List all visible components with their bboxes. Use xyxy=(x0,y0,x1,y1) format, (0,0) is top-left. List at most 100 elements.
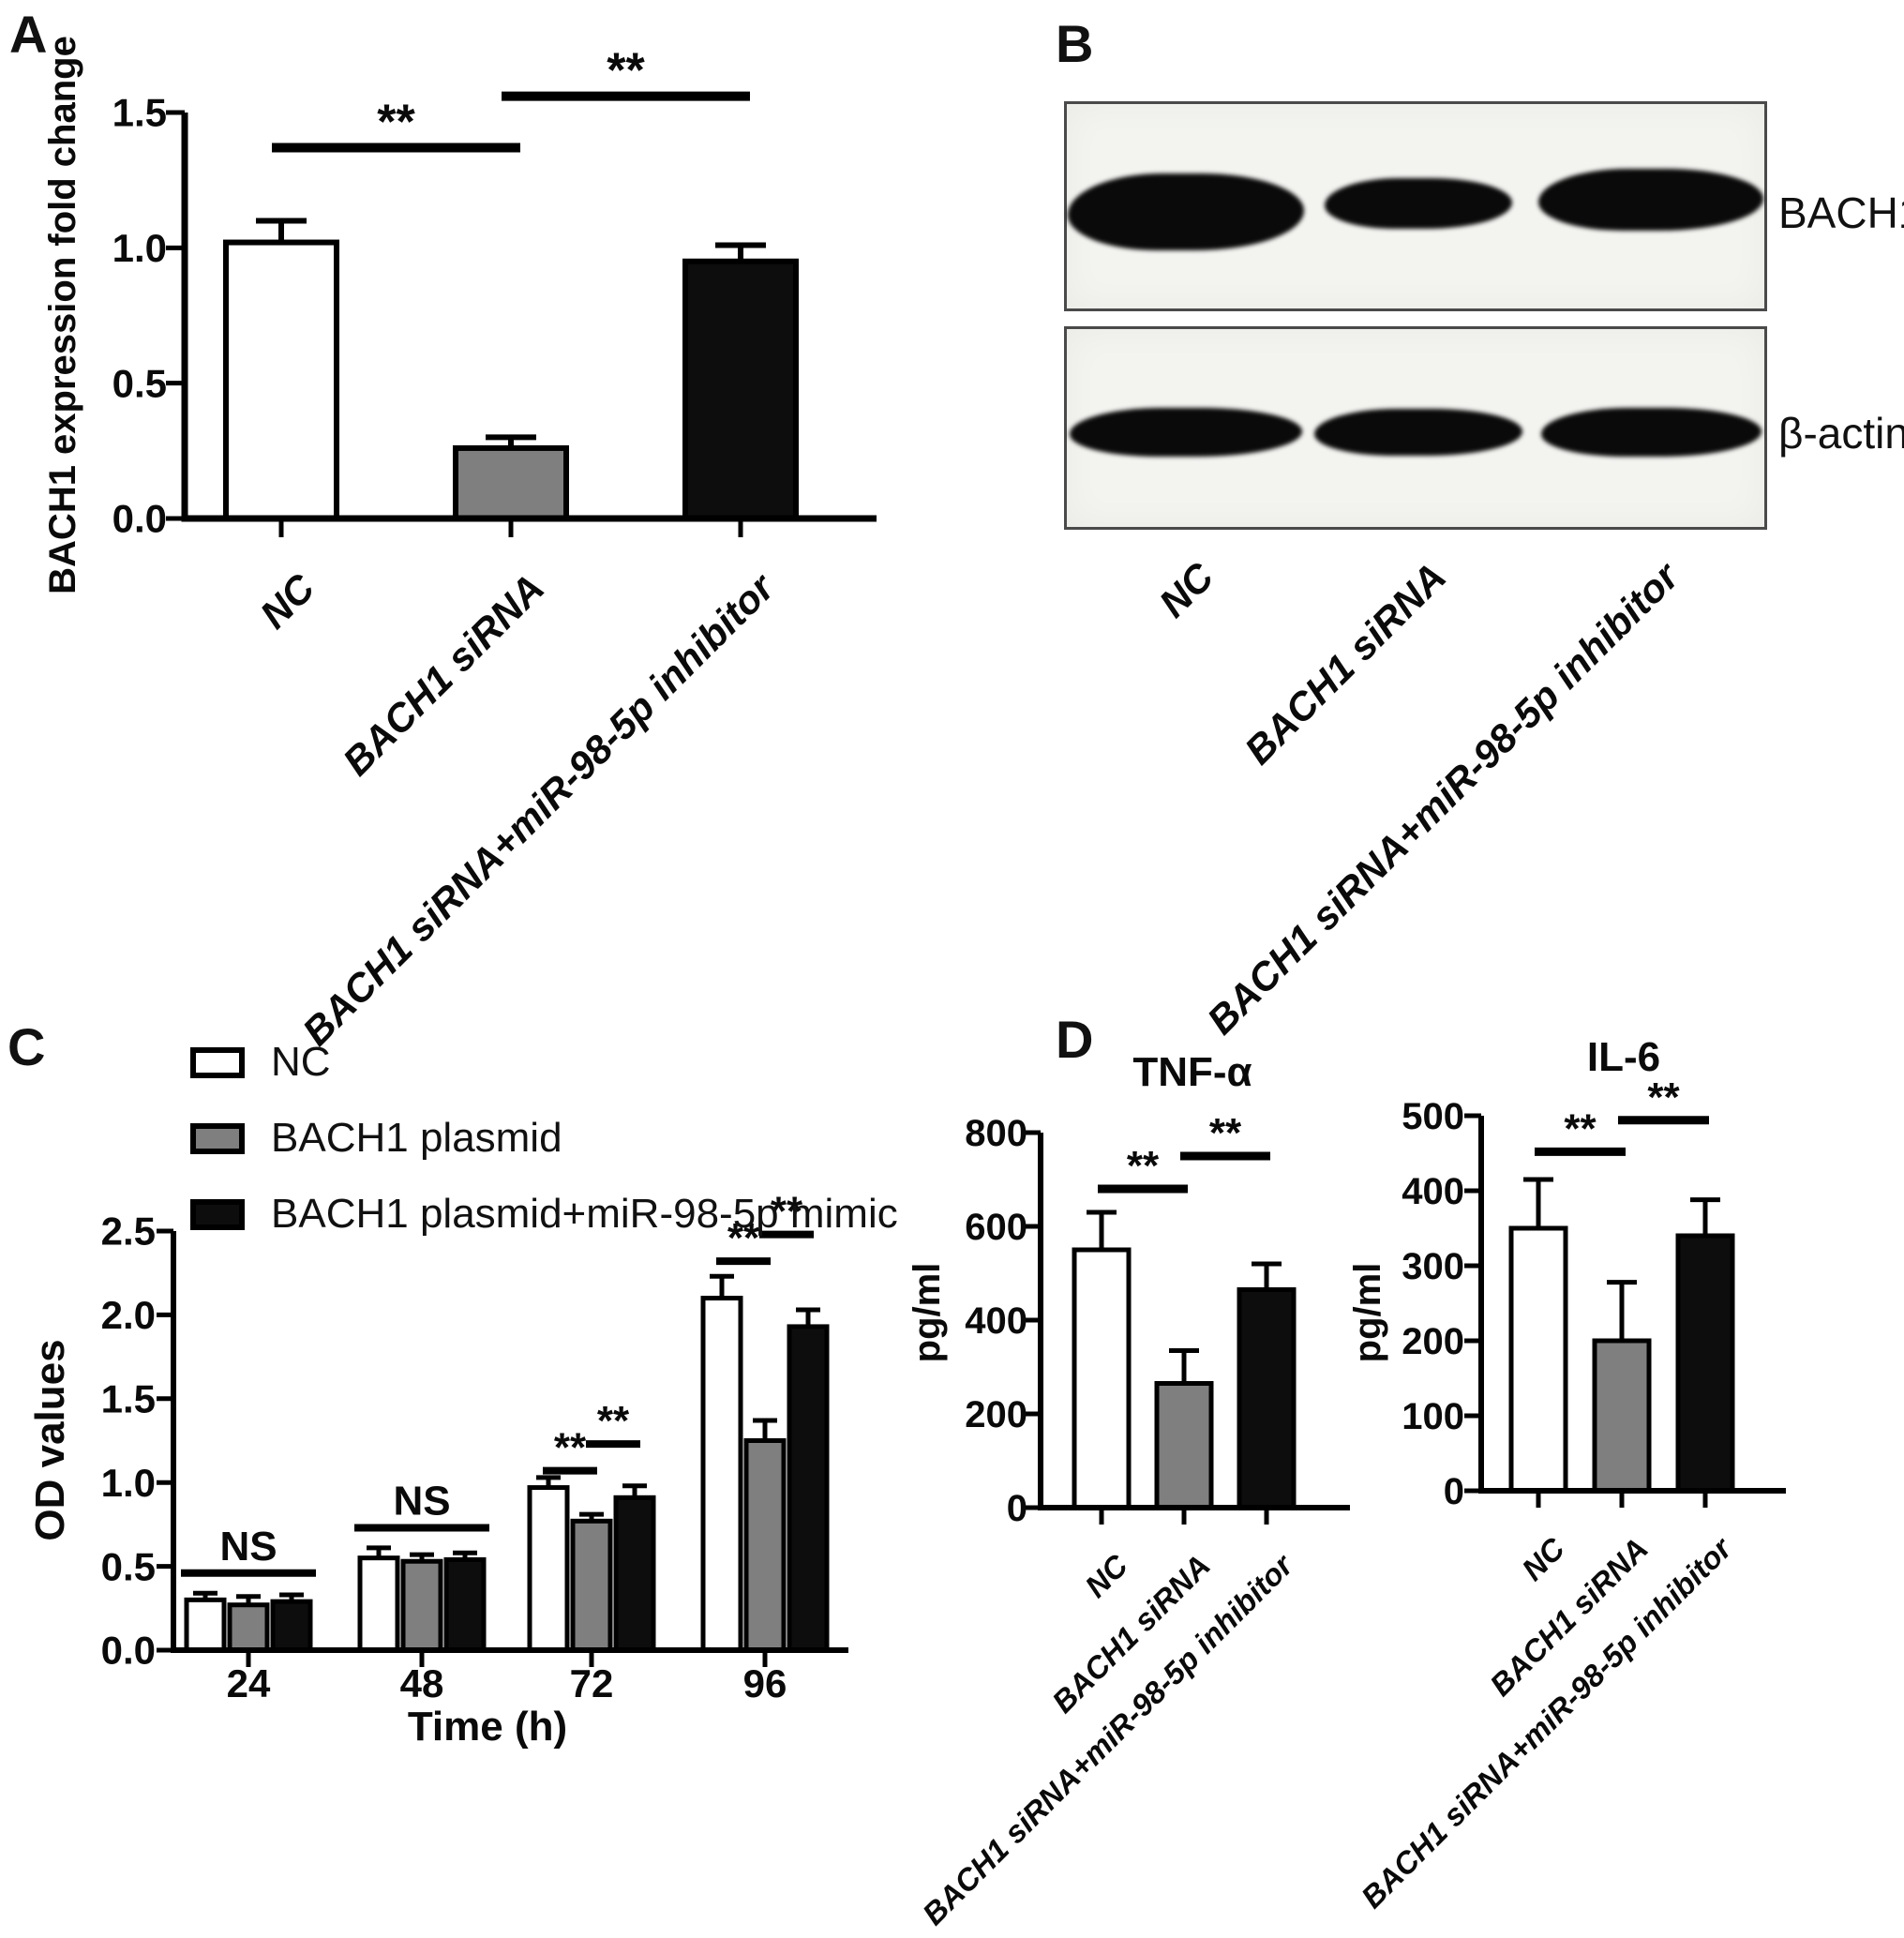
significance-label: ** xyxy=(554,1425,587,1471)
y-tick-label: 1.5 xyxy=(101,1377,156,1421)
bar xyxy=(1072,1247,1132,1510)
y-tick-label: 0.0 xyxy=(112,497,167,541)
bar xyxy=(357,1555,400,1653)
category-label: NC xyxy=(1078,1547,1135,1604)
bar xyxy=(400,1558,443,1653)
significance-label: ** xyxy=(377,96,415,150)
significance-label: ** xyxy=(597,1398,630,1444)
panel-b-label: B xyxy=(1056,14,1094,73)
significance-label: NS xyxy=(393,1478,450,1524)
bar xyxy=(270,1599,313,1653)
blot-band xyxy=(1325,178,1512,229)
legend-row: NC xyxy=(190,1039,898,1086)
legend-swatch xyxy=(190,1122,245,1154)
bar xyxy=(613,1495,656,1653)
category-label: NC xyxy=(1515,1530,1572,1587)
bar xyxy=(453,444,569,521)
y-tick-label: 200 xyxy=(965,1394,1027,1435)
bar xyxy=(1508,1225,1568,1494)
bar xyxy=(1675,1233,1735,1494)
significance-label: ** xyxy=(727,1215,760,1261)
legend-swatch xyxy=(190,1046,245,1078)
bar xyxy=(682,258,799,521)
significance-label: ** xyxy=(1209,1110,1242,1156)
bar xyxy=(743,1438,787,1653)
panel-d-label: D xyxy=(1056,1010,1094,1069)
significance-label: ** xyxy=(1127,1143,1160,1189)
blot-box-bach1 xyxy=(1064,101,1767,311)
chart-c-legend: NC BACH1 plasmid BACH1 plasmid+miR-98-5p m… xyxy=(190,1039,898,1267)
y-tick-label: 300 xyxy=(1402,1246,1464,1287)
blot-band xyxy=(1538,169,1763,231)
blot-lane-label: NC xyxy=(1150,554,1222,626)
blot-band xyxy=(1068,173,1304,250)
y-tick-label: 1.0 xyxy=(101,1461,156,1505)
y-tick-label: 0 xyxy=(1444,1471,1464,1512)
category-label: BACH1 siRNA xyxy=(334,565,552,784)
y-tick-label: 0.5 xyxy=(101,1544,156,1588)
bar xyxy=(443,1556,487,1653)
category-label: 24 xyxy=(227,1661,271,1705)
blot-band xyxy=(1540,408,1762,457)
y-tick-label: 0 xyxy=(1007,1488,1027,1529)
y-tick-label: 2.5 xyxy=(101,1209,156,1254)
legend-row: BACH1 plasmid+miR-98-5p mimic xyxy=(190,1191,898,1238)
y-tick-label: 400 xyxy=(965,1300,1027,1342)
panel-a-label: A xyxy=(9,5,48,64)
blot-box-beta-actin xyxy=(1064,326,1767,530)
y-axis-title: pg/ml xyxy=(907,1263,948,1363)
y-tick-label: 2.0 xyxy=(101,1293,156,1337)
chart-title: TNF-α xyxy=(1132,1049,1252,1095)
legend-row: BACH1 plasmid xyxy=(190,1115,898,1162)
y-axis-title: OD values xyxy=(27,1339,73,1540)
bar xyxy=(700,1296,743,1653)
bar xyxy=(184,1597,227,1653)
bar xyxy=(1154,1381,1214,1510)
chart-title: IL-6 xyxy=(1587,1034,1660,1080)
category-label: 48 xyxy=(400,1661,444,1705)
significance-label: ** xyxy=(1564,1105,1597,1151)
y-axis-title: BACH1 expression fold change xyxy=(42,36,83,594)
blot-protein-label-bach1: BACH1 xyxy=(1778,188,1904,237)
category-label: BACH1 siRNA+miR-98-5p inhibitor xyxy=(916,1546,1301,1931)
x-axis-title: Time (h) xyxy=(408,1704,567,1750)
significance-label: NS xyxy=(219,1524,277,1570)
y-tick-label: 400 xyxy=(1402,1171,1464,1212)
bar xyxy=(527,1485,570,1653)
panel-c-label: C xyxy=(7,1017,46,1076)
category-label: 96 xyxy=(743,1661,787,1705)
y-tick-label: 0.0 xyxy=(101,1629,156,1673)
y-tick-label: 600 xyxy=(965,1207,1027,1248)
bar xyxy=(787,1324,830,1653)
category-label: NC xyxy=(251,565,323,638)
significance-label: ** xyxy=(1647,1074,1680,1120)
legend-label: BACH1 plasmid+miR-98-5p mimic xyxy=(271,1191,898,1237)
blot-band xyxy=(1070,408,1302,457)
legend-swatch xyxy=(190,1198,245,1230)
blot-lane-label: BACH1 siRNA+miR-98-5p inhibitor xyxy=(1199,552,1689,1043)
category-label: BACH1 siRNA+miR-98-5p inhibitor xyxy=(294,563,785,1054)
legend-label: BACH1 plasmid xyxy=(271,1115,562,1161)
y-tick-label: 1.0 xyxy=(112,226,167,270)
bar xyxy=(1237,1287,1297,1510)
y-tick-label: 100 xyxy=(1402,1396,1464,1437)
bar xyxy=(570,1518,613,1653)
bar xyxy=(1592,1338,1652,1494)
y-tick-label: 200 xyxy=(1402,1321,1464,1362)
y-tick-label: 0.5 xyxy=(112,361,167,405)
significance-label: ** xyxy=(607,44,645,98)
y-tick-label: 800 xyxy=(965,1113,1027,1154)
bar xyxy=(223,239,339,521)
blot-band xyxy=(1314,409,1522,456)
category-label: BACH1 siRNA+miR-98-5p inhibitor xyxy=(1355,1529,1740,1915)
significance-label: ** xyxy=(771,1189,803,1235)
y-tick-label: 500 xyxy=(1402,1096,1464,1137)
blot-lane-label: BACH1 siRNA xyxy=(1236,554,1454,773)
category-label: 72 xyxy=(570,1661,614,1705)
y-axis-title: pg/ml xyxy=(1347,1263,1388,1363)
legend-label: NC xyxy=(271,1039,331,1085)
blot-protein-label-beta-actin: β-actin xyxy=(1778,409,1904,458)
y-tick-label: 1.5 xyxy=(112,91,167,135)
